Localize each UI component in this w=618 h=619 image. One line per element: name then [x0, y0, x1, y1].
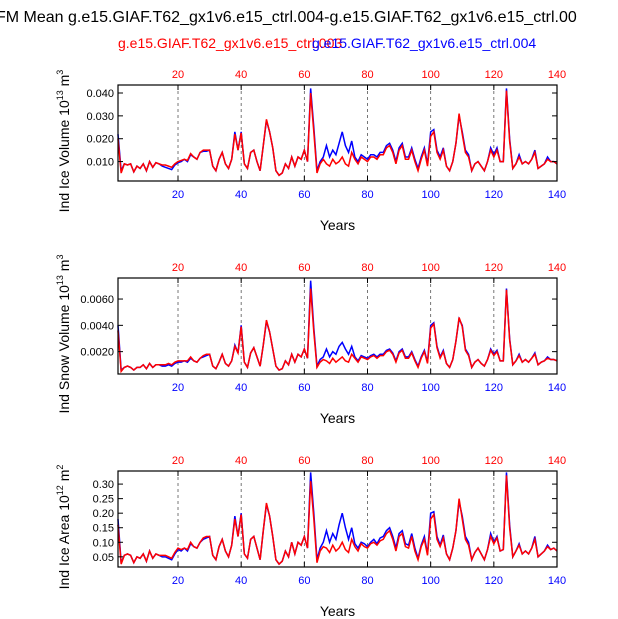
x-tick-label-top: 40	[235, 455, 247, 467]
x-tick-label-top: 120	[485, 262, 503, 274]
x-tick-label-top: 100	[421, 262, 439, 274]
x-tick-label-bottom: 140	[548, 382, 566, 394]
x-tick-label-top: 80	[361, 69, 373, 81]
x-tick-label-bottom: 120	[485, 575, 503, 587]
legend-label-ctrl-004: g.e15.GIAF.T62_gx1v6.e15_ctrl.004	[312, 35, 536, 51]
y-tick-label: 0.30	[93, 479, 114, 491]
y-tick-label: 0.020	[86, 134, 114, 146]
y-tick-label: 0.0020	[80, 347, 114, 359]
figure-title: FM Mean g.e15.GIAF.T62_gx1v6.e15_ctrl.00…	[0, 9, 577, 26]
chart-panel-2: 20 20 40 40 60 60 80 80 100 100 120 120 140 140 0.0020…	[55, 254, 566, 426]
chart-panel-3: 20 20 40 40 60 60 80 80 100 100 120 120 140 140 0.05 0.…	[55, 455, 566, 619]
x-tick-label-top: 140	[548, 455, 566, 467]
x-tick-label-top: 60	[298, 262, 310, 274]
chart-panel-1: 20 20 40 40 60 60 80 80 100 100 120 120 140 140 0.010 0…	[55, 69, 566, 233]
y-axis-label: Ind Snow Volume 1013 m3	[55, 254, 72, 413]
y-tick-label: 0.10	[93, 537, 114, 549]
x-tick-label-bottom: 80	[361, 575, 373, 587]
y-tick-label: 0.05	[93, 552, 114, 564]
x-tick-label-bottom: 20	[172, 189, 184, 201]
x-tick-label-bottom: 20	[172, 575, 184, 587]
x-tick-label-top: 140	[548, 69, 566, 81]
x-tick-label-bottom: 60	[298, 382, 310, 394]
y-tick-label: 0.0040	[80, 320, 114, 332]
plot-frame	[117, 277, 558, 375]
x-tick-label-bottom: 100	[421, 575, 439, 587]
x-axis-label: Years	[320, 410, 355, 426]
y-tick-label: 0.20	[93, 508, 114, 520]
x-tick-label-top: 60	[298, 69, 310, 81]
plot-frame	[117, 470, 558, 568]
y-tick-label: 0.15	[93, 523, 114, 535]
x-tick-label-top: 20	[172, 262, 184, 274]
x-tick-label-top: 100	[421, 69, 439, 81]
y-axis-label: Ind Ice Volume 1013 m3	[55, 70, 72, 213]
x-tick-label-bottom: 140	[548, 189, 566, 201]
series-line-ctrl-003	[117, 288, 558, 374]
x-tick-label-top: 20	[172, 69, 184, 81]
x-tick-label-bottom: 100	[421, 189, 439, 201]
x-tick-label-top: 100	[421, 455, 439, 467]
series-line-ctrl-004	[117, 280, 558, 372]
x-tick-label-bottom: 40	[235, 189, 247, 201]
x-tick-label-top: 20	[172, 455, 184, 467]
x-tick-label-bottom: 100	[421, 382, 439, 394]
x-axis-label: Years	[320, 603, 355, 619]
y-tick-label: 0.0060	[80, 294, 114, 306]
x-tick-label-bottom: 60	[298, 189, 310, 201]
legend-label-ctrl-003: g.e15.GIAF.T62_gx1v6.e15_ctrl.003	[118, 35, 342, 51]
x-tick-label-bottom: 140	[548, 575, 566, 587]
x-tick-label-bottom: 120	[485, 189, 503, 201]
plot-frame	[117, 84, 558, 182]
y-tick-label: 0.040	[86, 88, 114, 100]
x-tick-label-top: 140	[548, 262, 566, 274]
x-tick-label-bottom: 120	[485, 382, 503, 394]
x-axis-label: Years	[320, 217, 355, 233]
x-tick-label-bottom: 60	[298, 575, 310, 587]
series-line-ctrl-003	[117, 90, 558, 177]
x-tick-label-bottom: 20	[172, 382, 184, 394]
y-axis-label: Ind Ice Area 1012 m2	[55, 465, 72, 590]
panels: 20 20 40 40 60 60 80 80 100 100 120 120 140 140 0.010 0…	[55, 69, 566, 619]
y-tick-label: 0.030	[86, 111, 114, 123]
series-line-ctrl-003	[117, 475, 558, 566]
x-tick-label-top: 120	[485, 455, 503, 467]
y-tick-label: 0.25	[93, 494, 114, 506]
x-tick-label-bottom: 40	[235, 575, 247, 587]
x-tick-label-bottom: 80	[361, 189, 373, 201]
y-tick-label: 0.010	[86, 157, 114, 169]
x-tick-label-top: 40	[235, 69, 247, 81]
x-tick-label-top: 80	[361, 262, 373, 274]
x-tick-label-bottom: 80	[361, 382, 373, 394]
x-tick-label-top: 120	[485, 69, 503, 81]
x-tick-label-top: 80	[361, 455, 373, 467]
x-tick-label-top: 60	[298, 455, 310, 467]
x-tick-label-top: 40	[235, 262, 247, 274]
x-tick-label-bottom: 40	[235, 382, 247, 394]
